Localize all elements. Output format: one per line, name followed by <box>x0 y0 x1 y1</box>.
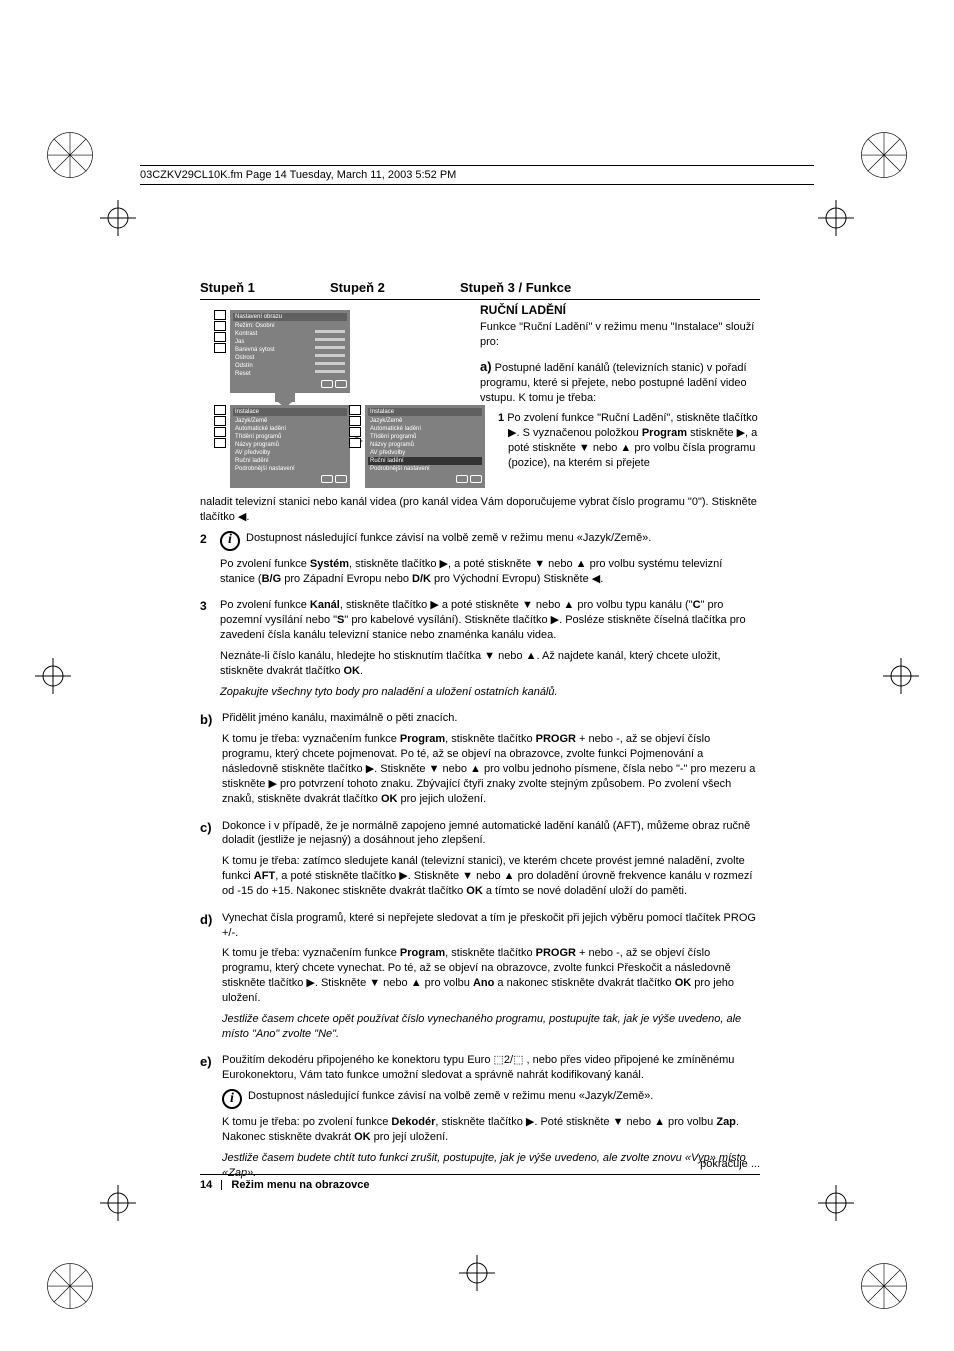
item-a-label: a) <box>480 359 492 374</box>
continues-label: pokračuje ... <box>200 1158 760 1170</box>
step-header: Stupeň 1 Stupeň 2 Stupeň 3 / Funkce <box>200 280 760 300</box>
p-3b: Neznáte-li číslo kanálu, hledejte ho sti… <box>220 649 760 679</box>
p-cont1: naladit televizní stanici nebo kanál vid… <box>200 495 760 525</box>
info-text-2: Dostupnost následující funkce závisí na … <box>248 1089 653 1104</box>
item-d-label: d) <box>200 911 222 1048</box>
step2-label: Stupeň 2 <box>330 280 460 295</box>
info-icon: i <box>220 531 240 551</box>
crop-mark-mr <box>883 658 919 694</box>
crop-mark-ml <box>35 658 71 694</box>
p-3: Po zvolení funkce Kanál, stiskněte tlačí… <box>220 598 760 643</box>
menu-obraz: ▭♪⬚▣ Nastavení obrazu Režim: OsobníKontr… <box>230 310 350 393</box>
p-d3: Jestliže časem chcete opět používat čísl… <box>222 1012 760 1042</box>
info-text-1: Dostupnost následující funkce závisí na … <box>246 531 651 546</box>
p-e: Použitím dekodéru připojeného ke konekto… <box>222 1053 760 1083</box>
step-2-num: 2 <box>200 531 220 593</box>
p-d2: K tomu je třeba: vyznačením funkce Progr… <box>222 946 760 1005</box>
print-mark-radial-bl <box>45 1261 95 1311</box>
crop-mark-br <box>818 1185 854 1221</box>
crop-mark-bl <box>100 1185 136 1221</box>
item-a1-num: 1 <box>498 412 504 424</box>
print-mark-radial-tr <box>859 130 909 180</box>
print-mark-radial-br <box>859 1261 909 1311</box>
step3-label: Stupeň 3 / Funkce <box>460 280 760 295</box>
p-b2: K tomu je třeba: vyznačením funkce Progr… <box>222 732 760 806</box>
main-text-block: RUČNÍ LADĚNÍ Funkce "Ruční Ladění" v rež… <box>480 302 760 471</box>
section-intro: Funkce "Ruční Ladění" v režimu menu "Ins… <box>480 320 760 350</box>
p-e2: K tomu je třeba: po zvolení funkce Dekod… <box>222 1115 760 1145</box>
crop-mark-bc <box>459 1255 495 1291</box>
menu-inst1-title: Instalace <box>233 408 347 416</box>
footer-title: Režim menu na obrazovce <box>231 1179 369 1191</box>
item-c-label: c) <box>200 819 222 905</box>
fm-header: 03CZKV29CL10K.fm Page 14 Tuesday, March … <box>140 165 814 185</box>
p-c: Dokonce i v případě, že je normálně zapo… <box>222 819 760 849</box>
menu-instalace-1: ▭♪⬚▣ Instalace Jazyk/ZeměAutomatické lad… <box>230 405 350 488</box>
p-2b: Po zvolení funkce Systém, stiskněte tlač… <box>220 557 760 587</box>
crop-mark-tr <box>818 200 854 236</box>
page-number: 14 <box>200 1179 212 1191</box>
p-d: Vynechat čísla programů, které si nepřej… <box>222 911 760 941</box>
body-text: naladit televizní stanici nebo kanál vid… <box>200 495 760 1187</box>
item-b-label: b) <box>200 711 222 812</box>
menu-inst2-title: Instalace <box>368 408 482 416</box>
print-mark-radial-tl <box>45 130 95 180</box>
item-a-text: Postupné ladění kanálů (televizních stan… <box>480 362 747 404</box>
arrow-down-icon <box>275 390 295 402</box>
section-heading: RUČNÍ LADĚNÍ <box>480 302 760 318</box>
p-b: Přidělit jméno kanálu, maximálně o pěti … <box>222 711 760 726</box>
menu-obraz-title: Nastavení obrazu <box>233 313 347 321</box>
menu-instalace-2: ▭♪⬚▣ Instalace Jazyk/ZeměAutomatické lad… <box>365 405 485 488</box>
page-footer: pokračuje ... 14 Režim menu na obrazovce <box>200 1158 760 1191</box>
item-a1-text: Po zvolení funkce "Ruční Ladění", stiskn… <box>507 412 758 469</box>
crop-mark-tl <box>100 200 136 236</box>
step1-label: Stupeň 1 <box>200 280 330 295</box>
step-3-num: 3 <box>200 598 220 705</box>
p-c2: K tomu je třeba: zatímco sledujete kanál… <box>222 854 760 899</box>
info-icon: i <box>222 1089 242 1109</box>
p-3c: Zopakujte všechny tyto body pro naladění… <box>220 685 760 700</box>
